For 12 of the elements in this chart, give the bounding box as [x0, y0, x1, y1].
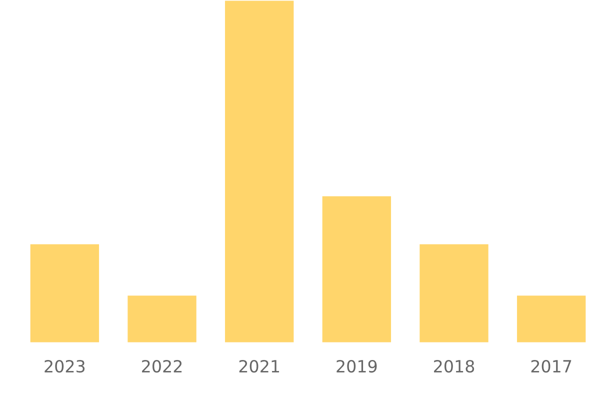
bar	[126, 294, 198, 343]
x-tick-label: 2017	[531, 360, 572, 373]
x-tick-label: 2023	[44, 360, 85, 373]
bar	[320, 194, 392, 343]
bar	[418, 242, 490, 343]
x-tick-label: 2018	[434, 360, 474, 373]
bar	[28, 242, 100, 343]
bar	[516, 294, 588, 343]
x-tick-label: 2022	[142, 360, 182, 373]
bar	[224, 0, 296, 343]
x-tick-label: 2019	[336, 360, 377, 373]
x-tick-label: 2021	[239, 360, 280, 373]
